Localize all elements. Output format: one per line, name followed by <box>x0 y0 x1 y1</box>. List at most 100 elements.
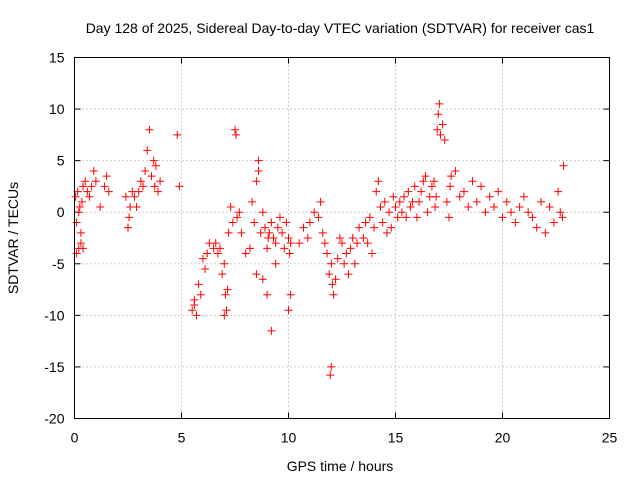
data-point <box>75 203 84 212</box>
y-tick-label: 5 <box>57 153 65 169</box>
data-point <box>295 239 304 248</box>
data-point <box>359 234 368 242</box>
data-point <box>318 228 327 237</box>
data-point <box>228 218 237 227</box>
data-point <box>271 259 280 268</box>
data-point <box>355 223 364 232</box>
data-point <box>102 172 111 181</box>
data-point <box>340 259 349 268</box>
data-point <box>402 213 411 222</box>
data-point <box>286 290 295 299</box>
data-point <box>432 192 441 201</box>
data-point <box>415 197 424 206</box>
data-point <box>188 306 197 315</box>
y-tick-label: -15 <box>44 359 64 375</box>
data-point <box>380 197 389 206</box>
data-point <box>455 192 464 201</box>
data-point <box>325 270 334 279</box>
data-point <box>331 275 340 284</box>
y-tick-label: -5 <box>52 256 65 272</box>
data-point <box>224 228 233 237</box>
data-point <box>419 177 428 186</box>
data-point <box>389 192 398 201</box>
data-point <box>175 182 184 191</box>
data-point <box>286 239 295 248</box>
data-point <box>519 192 528 201</box>
data-point <box>385 208 394 217</box>
data-point <box>440 136 449 145</box>
data-point <box>263 244 272 253</box>
data-point <box>430 177 439 186</box>
data-point <box>303 234 312 242</box>
data-point <box>85 192 94 201</box>
data-point <box>502 197 511 206</box>
chart-title: Day 128 of 2025, Sidereal Day-to-day VTE… <box>86 20 595 36</box>
data-point <box>222 306 231 315</box>
data-point <box>436 130 445 139</box>
data-point <box>124 223 132 232</box>
data-point <box>327 362 336 371</box>
data-point <box>285 249 294 258</box>
data-point <box>320 239 329 248</box>
data-point <box>412 213 421 222</box>
data-point <box>305 218 314 227</box>
x-tick-label: 0 <box>71 430 79 446</box>
x-tick-label: 20 <box>495 430 511 446</box>
data-point <box>489 203 498 212</box>
data-point <box>329 290 338 299</box>
data-point <box>558 213 567 222</box>
data-point <box>559 161 568 170</box>
data-point <box>263 290 272 299</box>
data-point <box>216 244 225 253</box>
data-point <box>344 270 353 279</box>
x-tick-label: 25 <box>602 430 618 446</box>
data-point <box>367 249 376 258</box>
data-point <box>528 213 537 222</box>
data-point <box>524 208 533 217</box>
data-point <box>71 192 80 201</box>
data-point <box>423 208 432 217</box>
data-point <box>481 208 490 217</box>
x-tick-label: 15 <box>388 430 404 446</box>
x-tick-label: 5 <box>178 430 186 446</box>
data-point <box>400 192 409 201</box>
data-point <box>252 270 261 279</box>
data-point <box>192 311 201 320</box>
data-point <box>445 213 453 222</box>
data-point <box>451 166 460 175</box>
data-points <box>71 99 568 380</box>
data-point <box>323 249 332 258</box>
data-point <box>382 228 391 237</box>
data-point <box>245 244 254 253</box>
data-point <box>327 259 336 268</box>
x-tick-label: 10 <box>281 430 297 446</box>
y-tick-label: 10 <box>49 101 65 117</box>
data-point <box>346 244 355 253</box>
data-point <box>173 130 182 139</box>
data-point <box>121 192 130 201</box>
data-point <box>150 182 159 191</box>
data-point <box>352 239 361 248</box>
data-point <box>477 182 486 191</box>
data-point <box>532 223 541 232</box>
data-point <box>76 239 85 248</box>
data-point <box>395 197 404 206</box>
data-point <box>278 228 287 237</box>
data-point <box>220 311 229 320</box>
data-point <box>338 239 346 248</box>
data-point <box>446 182 455 191</box>
data-point <box>221 290 230 299</box>
data-point <box>267 326 276 335</box>
data-point <box>87 182 96 191</box>
data-point <box>213 249 222 258</box>
data-point <box>427 182 436 191</box>
data-point <box>223 285 232 294</box>
data-point <box>537 197 546 206</box>
data-point <box>554 187 563 196</box>
data-point <box>417 187 426 196</box>
data-point <box>333 254 342 263</box>
data-point <box>265 228 274 237</box>
data-point <box>91 177 100 186</box>
data-point <box>79 182 88 191</box>
data-point <box>468 177 477 186</box>
